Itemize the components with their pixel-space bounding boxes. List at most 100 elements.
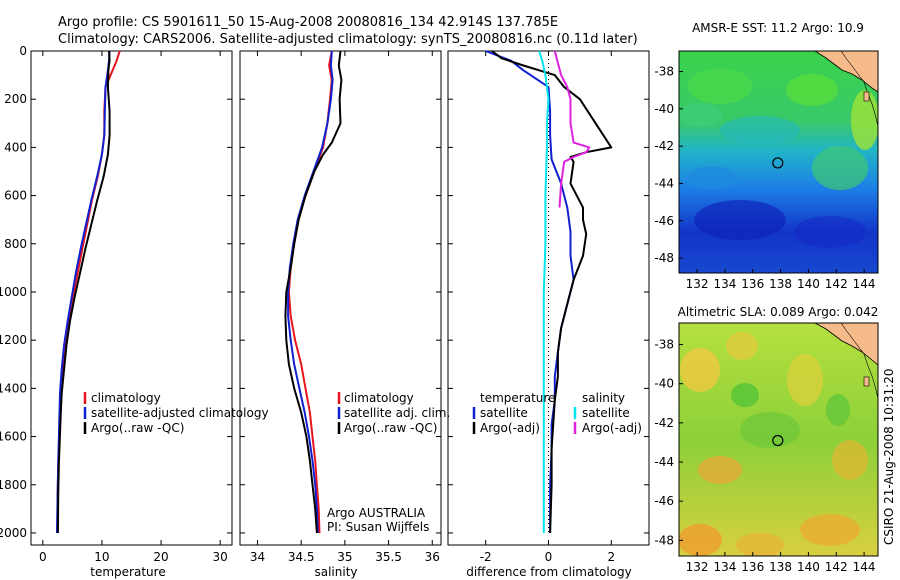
sst-map-title: AMSR-E SST: 11.2 Argo: 10.9	[692, 21, 864, 35]
map-y-tick-label: -40	[654, 377, 674, 391]
figure-subtitle: Climatology: CARS2006. Satellite-adjuste…	[58, 32, 638, 47]
sla-map-frame	[678, 322, 879, 557]
figure-title: Argo profile: CS 5901611_50 15-Aug-2008 …	[58, 15, 558, 30]
series-line-temperature-satellite	[485, 50, 575, 533]
y-tick-label: 600	[4, 189, 27, 203]
y-tick-label: 1600	[0, 430, 27, 444]
y-tick-label: 2000	[0, 526, 27, 540]
salinity-x-axis: 34 34.5 35 35.5 36	[250, 51, 440, 564]
map-y-tick-label: -48	[654, 533, 674, 547]
salinity-series	[284, 50, 343, 534]
series-line-argo-raw-qc	[56, 50, 111, 534]
temperature-panel-frame	[30, 50, 233, 546]
map-x-tick-label: 142	[825, 277, 848, 291]
map-x-tick-label: 136	[741, 560, 764, 574]
x-tick-label: 34.5	[288, 550, 315, 564]
x-tick-label: 10	[94, 550, 109, 564]
salinity-xlabel: salinity	[314, 565, 357, 579]
y-tick-label: 1200	[0, 333, 27, 347]
map-x-tick-label: 132	[686, 560, 709, 574]
map-y-tick-label: -46	[654, 494, 674, 508]
difference-series	[485, 50, 613, 534]
temperature-series	[56, 50, 121, 534]
map-y-tick-label: -48	[654, 251, 674, 265]
difference-panel-frame	[447, 50, 650, 546]
map-x-tick-label: 142	[825, 560, 848, 574]
legend-label-satellite: satellite-adjusted climatology	[91, 406, 269, 420]
legend-label-climatology: climatology	[344, 391, 414, 405]
land-island	[863, 376, 870, 387]
y-tick-label: 400	[4, 140, 27, 154]
land-australia	[814, 51, 878, 93]
series-line-satellite-adjusted-climatology	[56, 50, 111, 534]
map-x-tick-label: 136	[741, 277, 764, 291]
legend-label-climatology: climatology	[91, 391, 161, 405]
map-x-tick-label: 138	[769, 277, 792, 291]
float-annotation-line1: Argo AUSTRALIA	[327, 506, 426, 520]
x-tick-label: 0	[545, 550, 553, 564]
map-x-tick-label: 140	[797, 277, 820, 291]
sla-argo-location-marker	[772, 434, 784, 447]
map-x-tick-label: 144	[853, 560, 876, 574]
legend-label-satellite: satellite adj. clim.	[344, 406, 450, 420]
legend-label-temp-argo: Argo(-adj)	[480, 421, 540, 435]
legend-label-temp-satellite: satellite	[480, 406, 528, 420]
legend-label-argo: Argo(..raw -QC)	[91, 421, 184, 435]
land-australia	[814, 323, 878, 366]
series-line-argo-raw-qc	[284, 50, 343, 534]
map-y-tick-label: -38	[654, 65, 674, 79]
map-y-tick-label: -44	[654, 455, 674, 469]
sla-map-image	[679, 323, 878, 556]
difference-xlabel: difference from climatology	[466, 565, 632, 579]
x-tick-label: 0	[39, 550, 47, 564]
map-y-tick-label: -42	[654, 416, 674, 430]
series-line-salinity-argo-adj	[553, 50, 591, 208]
y-tick-label: 200	[4, 92, 27, 106]
series-line-temperature-argo-adj	[491, 50, 613, 534]
float-annotation-line2: PI: Susan Wijffels	[327, 520, 429, 534]
map-y-tick-label: -40	[654, 102, 674, 116]
difference-legend: temperature satellite Argo(-adj) salinit…	[472, 391, 642, 435]
legend-group-temperature: temperature	[480, 391, 555, 405]
x-tick-label: 20	[153, 550, 168, 564]
map-x-tick-label: 140	[797, 560, 820, 574]
y-tick-label: 1400	[0, 381, 27, 395]
x-tick-label: 30	[213, 550, 228, 564]
x-tick-label: 2	[607, 550, 615, 564]
x-tick-label: 34	[250, 550, 265, 564]
land-island	[863, 91, 870, 102]
map-x-tick-label: 138	[769, 560, 792, 574]
x-tick-label: 35	[337, 550, 352, 564]
sst-argo-location-marker	[772, 157, 784, 169]
legend-label-sal-satellite: satellite	[582, 406, 630, 420]
legend-label-argo: Argo(..raw -QC)	[344, 421, 437, 435]
difference-x-axis: -2 0 2	[480, 51, 615, 564]
sst-map-frame	[678, 50, 879, 274]
temperature-xlabel: temperature	[90, 565, 165, 579]
y-tick-label: 800	[4, 237, 27, 251]
sla-map-axes: 132 134 136 138 140 142 144 -38 -40 -42 -44 -46 -48	[654, 338, 875, 574]
map-y-tick-label: -44	[654, 176, 674, 190]
map-x-tick-label: 134	[713, 560, 736, 574]
depth-axis: 0 200 400 600 800 1000 1200 1400 1600 1800 2000	[0, 44, 649, 540]
map-x-tick-label: 132	[686, 277, 709, 291]
salinity-legend: climatology satellite adj. clim. Argo(..…	[337, 391, 450, 435]
map-y-tick-label: -38	[654, 338, 674, 352]
map-x-tick-label: 144	[853, 277, 876, 291]
temperature-legend: climatology satellite-adjusted climatolo…	[83, 391, 269, 435]
x-tick-label: 35.5	[375, 550, 402, 564]
map-y-tick-label: -42	[654, 139, 674, 153]
legend-label-sal-argo: Argo(-adj)	[582, 421, 642, 435]
sst-map-image	[679, 51, 878, 273]
x-tick-label: 36	[425, 550, 440, 564]
temperature-x-axis: 0 10 20 30	[39, 51, 228, 564]
sst-map-axes: 132 134 136 138 140 142 144 -38 -40 -42 -44 -46 -48	[654, 65, 875, 291]
y-tick-label: 0	[19, 44, 27, 58]
x-tick-label: -2	[480, 550, 492, 564]
map-x-tick-label: 134	[713, 277, 736, 291]
series-line-salinity-satellite	[538, 50, 550, 533]
y-tick-label: 1000	[0, 285, 27, 299]
y-tick-label: 1800	[0, 478, 27, 492]
map-y-tick-label: -46	[654, 214, 674, 228]
